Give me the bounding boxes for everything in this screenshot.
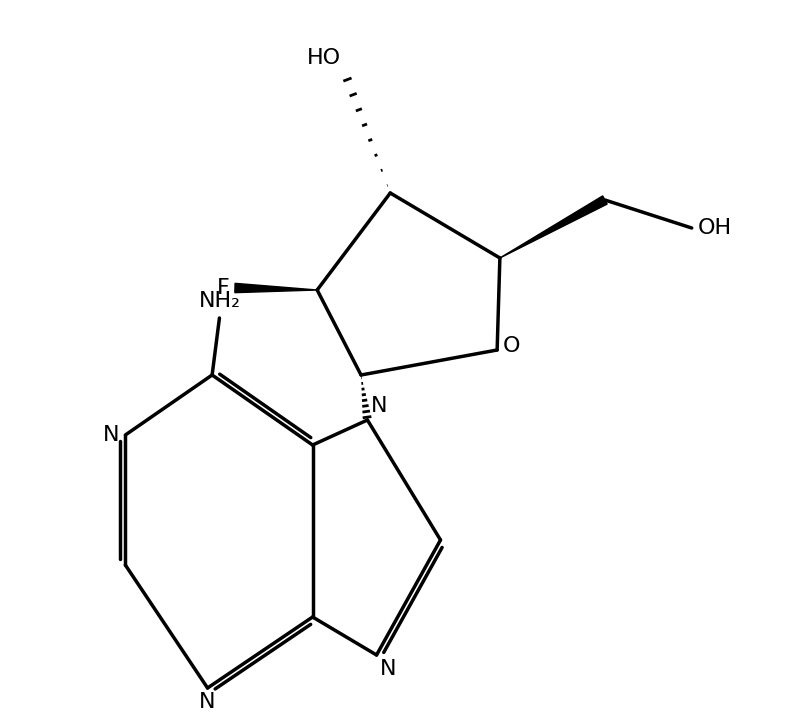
Text: F: F [216,278,230,298]
Text: N: N [103,425,119,445]
Polygon shape [500,196,607,258]
Text: N: N [380,658,397,679]
Polygon shape [235,284,318,293]
Text: O: O [503,337,520,356]
Text: NH₂: NH₂ [198,291,241,311]
Text: HO: HO [307,48,341,68]
Text: N: N [200,691,216,712]
Text: OH: OH [697,218,732,238]
Text: N: N [371,396,387,416]
